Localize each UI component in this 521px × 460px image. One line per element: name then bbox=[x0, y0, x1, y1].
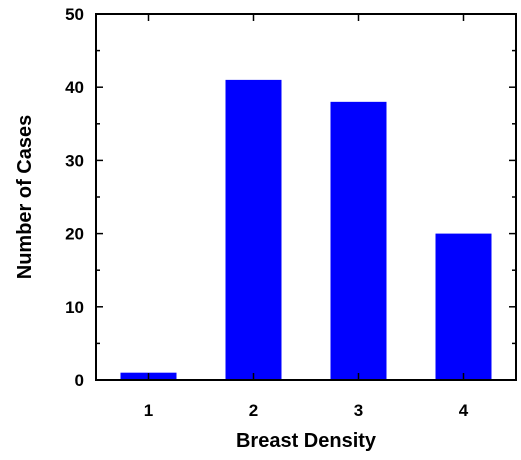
x-axis-label: Breast Density bbox=[236, 430, 377, 452]
x-tick-label: 1 bbox=[144, 401, 153, 420]
bars-group bbox=[120, 79, 492, 380]
bar-3 bbox=[330, 101, 387, 380]
x-tick-label: 3 bbox=[354, 401, 363, 420]
x-tick-label: 4 bbox=[459, 401, 469, 420]
tick-labels-group: 0 10 20 30 40 50 1 2 3 4 bbox=[65, 5, 469, 420]
y-tick-label: 30 bbox=[65, 151, 84, 170]
bar-2 bbox=[225, 79, 282, 380]
x-tick-label: 2 bbox=[249, 401, 258, 420]
y-tick-label: 10 bbox=[65, 298, 84, 317]
y-tick-label: 40 bbox=[65, 78, 84, 97]
y-tick-label: 20 bbox=[65, 225, 84, 244]
plot-frame bbox=[95, 13, 517, 381]
y-tick-label: 50 bbox=[65, 5, 84, 24]
y-axis-label: Number of Cases bbox=[14, 115, 36, 280]
y-tick-label: 0 bbox=[75, 371, 84, 390]
bar-4 bbox=[435, 233, 492, 380]
